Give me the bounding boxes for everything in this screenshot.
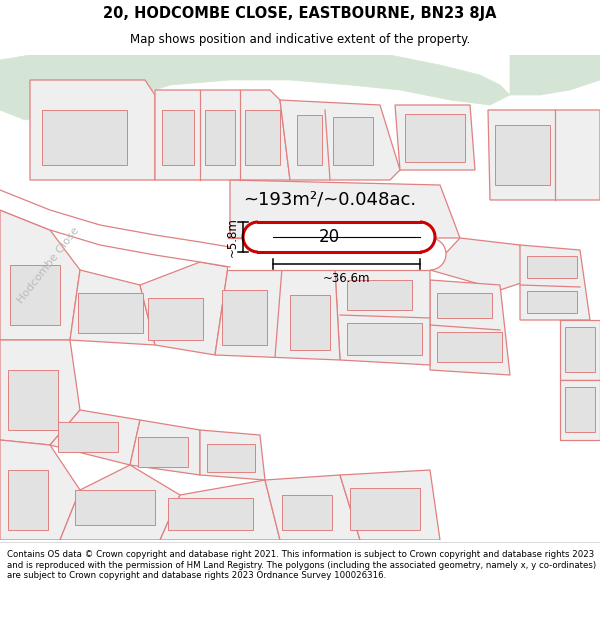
- Bar: [8, 370, 58, 430]
- Bar: [527, 256, 577, 278]
- Bar: [297, 115, 322, 165]
- Bar: [78, 293, 143, 333]
- Polygon shape: [560, 380, 600, 440]
- Polygon shape: [265, 475, 360, 540]
- Polygon shape: [155, 90, 290, 180]
- Polygon shape: [0, 340, 80, 445]
- Bar: [138, 437, 188, 467]
- Circle shape: [414, 238, 446, 270]
- Polygon shape: [340, 470, 440, 540]
- Polygon shape: [0, 210, 80, 340]
- Bar: [222, 290, 267, 345]
- Text: ~36.6m: ~36.6m: [323, 272, 370, 285]
- Polygon shape: [335, 270, 430, 365]
- Bar: [207, 444, 255, 472]
- Polygon shape: [230, 180, 460, 238]
- Polygon shape: [560, 320, 600, 380]
- Polygon shape: [60, 465, 180, 540]
- Polygon shape: [160, 480, 280, 540]
- Text: 20: 20: [319, 228, 340, 246]
- Polygon shape: [510, 55, 600, 95]
- Polygon shape: [215, 267, 340, 360]
- Bar: [228, 238, 430, 270]
- Polygon shape: [50, 410, 140, 465]
- Bar: [58, 422, 118, 452]
- Polygon shape: [30, 80, 155, 180]
- Bar: [527, 291, 577, 313]
- Polygon shape: [120, 55, 510, 105]
- Bar: [282, 495, 332, 530]
- Text: Hodcombe Close: Hodcombe Close: [15, 225, 81, 305]
- Bar: [290, 295, 330, 350]
- Polygon shape: [130, 420, 200, 475]
- Bar: [565, 327, 595, 372]
- Bar: [333, 117, 373, 165]
- Polygon shape: [280, 100, 400, 180]
- Bar: [437, 332, 502, 362]
- Polygon shape: [140, 262, 228, 355]
- Text: Map shows position and indicative extent of the property.: Map shows position and indicative extent…: [130, 33, 470, 46]
- Bar: [8, 470, 48, 530]
- Bar: [205, 110, 235, 165]
- Text: Contains OS data © Crown copyright and database right 2021. This information is : Contains OS data © Crown copyright and d…: [7, 550, 596, 580]
- Polygon shape: [0, 190, 230, 267]
- Bar: [495, 125, 550, 185]
- Polygon shape: [0, 55, 155, 120]
- Text: Hodcombe Close: Hodcombe Close: [283, 241, 377, 251]
- Bar: [245, 110, 280, 165]
- Circle shape: [243, 222, 273, 252]
- Bar: [350, 488, 420, 530]
- Bar: [405, 114, 465, 162]
- Bar: [162, 110, 194, 165]
- Polygon shape: [0, 440, 80, 540]
- Polygon shape: [488, 110, 600, 200]
- Bar: [565, 387, 595, 432]
- Polygon shape: [395, 105, 475, 170]
- Bar: [75, 490, 155, 525]
- Polygon shape: [70, 270, 155, 345]
- Polygon shape: [200, 430, 265, 480]
- Text: 20, HODCOMBE CLOSE, EASTBOURNE, BN23 8JA: 20, HODCOMBE CLOSE, EASTBOURNE, BN23 8JA: [103, 6, 497, 21]
- Bar: [437, 293, 492, 318]
- Polygon shape: [430, 238, 530, 290]
- Text: ~193m²/~0.048ac.: ~193m²/~0.048ac.: [244, 191, 416, 209]
- Bar: [42, 110, 127, 165]
- Bar: [347, 323, 422, 355]
- Bar: [258, 222, 420, 252]
- Polygon shape: [430, 280, 510, 375]
- Circle shape: [405, 222, 435, 252]
- Bar: [148, 298, 203, 340]
- Bar: [168, 498, 253, 530]
- Bar: [10, 265, 60, 325]
- Bar: [347, 280, 412, 310]
- Polygon shape: [520, 245, 590, 320]
- Text: ~5.8m: ~5.8m: [226, 217, 239, 257]
